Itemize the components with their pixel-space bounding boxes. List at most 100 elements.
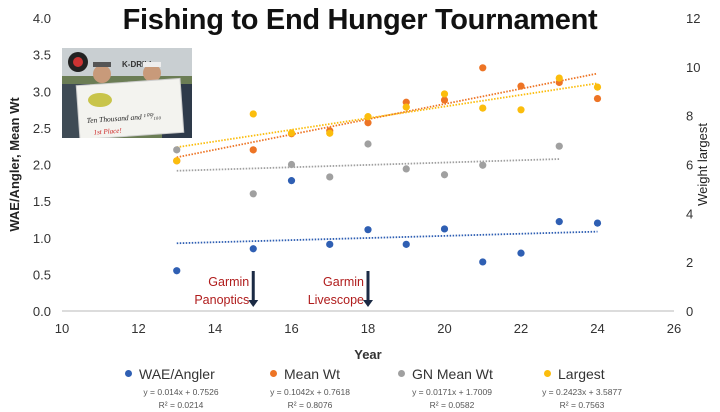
legend-label: GN Mean Wt (412, 366, 493, 382)
annotation-label: Garmin (323, 275, 364, 289)
data-point-wae-angler (249, 245, 257, 253)
trendline-0 (176, 230, 598, 245)
photo-illustration: K-DRILL Ten Thousand and ¹⁰⁰⁄₁₀₀ 1st Pla… (62, 48, 192, 138)
data-point-gn-mean-wt (173, 146, 181, 154)
data-point-wae-angler (593, 219, 602, 227)
legend: WAE/Angler Mean Wt GN Mean Wt Largest (0, 366, 720, 411)
r2-text: R² = 0.0582 (429, 400, 475, 410)
trendline-3 (176, 82, 598, 149)
y-tick-label: 1.5 (33, 194, 51, 209)
trend-equation-gn-mean-wt: y = 0.0171x + 1.7009 R² = 0.0582 (392, 386, 512, 412)
legend-marker (125, 369, 132, 377)
x-tick-label: 20 (437, 321, 451, 336)
equation-text: y = 0.0171x + 1.7009 (412, 387, 492, 397)
data-point-largest (555, 74, 563, 82)
y2-tick-label: 8 (686, 109, 693, 124)
data-point-mean-wt (249, 146, 257, 154)
data-point-gn-mean-wt (287, 160, 296, 169)
data-point-largest (287, 129, 296, 137)
data-point-gn-mean-wt (326, 173, 334, 181)
y2-tick-label: 0 (686, 304, 693, 319)
annotation-label: Panoptics (194, 293, 249, 307)
r2-text: R² = 0.7563 (559, 400, 605, 410)
data-point-largest (249, 110, 257, 118)
x-tick-label: 26 (667, 321, 681, 336)
data-point-gn-mean-wt (249, 190, 257, 198)
data-point-wae-angler (326, 240, 334, 248)
data-point-wae-angler (440, 225, 449, 233)
trendline-2 (176, 158, 560, 172)
arrow-icon (366, 271, 370, 301)
banner-text: K-DRILL (122, 60, 154, 69)
y-tick-label: 3.5 (33, 48, 51, 63)
y-axis-title: WAE/Angler, Mean Wt (7, 97, 22, 232)
y2-tick-label: 12 (686, 11, 700, 26)
trend-equation-mean-wt: y = 0.1042x + 0.7618 R² = 0.8076 (250, 386, 370, 412)
trendline-1 (176, 72, 598, 159)
data-point-largest (364, 113, 372, 121)
x-tick-label: 24 (590, 321, 604, 336)
y-tick-label: 4.0 (33, 11, 51, 26)
trend-equation-largest: y = 0.2423x + 3.5877 R² = 0.7563 (522, 386, 642, 412)
legend-marker (398, 369, 405, 377)
legend-item-gn-mean-wt: GN Mean Wt (398, 366, 493, 382)
place-text: 1st Place! (93, 127, 122, 137)
data-point-gn-mean-wt (555, 142, 563, 150)
y-tick-label: 2.0 (33, 158, 51, 173)
y2-tick-label: 4 (686, 206, 693, 221)
data-point-mean-wt (440, 96, 449, 104)
x-tick-label: 18 (361, 321, 375, 336)
y-tick-label: 3.0 (33, 84, 51, 99)
data-point-largest (440, 90, 449, 98)
arrow-head-icon (248, 300, 259, 307)
annotation-label: Garmin (208, 275, 249, 289)
y-tick-label: 0.0 (33, 304, 51, 319)
y-tick-label: 1.0 (33, 231, 51, 246)
y-tick-label: 2.5 (33, 121, 51, 136)
x-tick-label: 22 (514, 321, 528, 336)
chart-title: Fishing to End Hunger Tournament (122, 4, 598, 36)
data-point-largest (479, 104, 487, 112)
data-point-largest (326, 129, 334, 137)
data-point-largest (402, 103, 410, 111)
x-tick-label: 14 (208, 321, 222, 336)
x-tick-label: 10 (55, 321, 69, 336)
data-point-wae-angler (402, 240, 410, 248)
legend-label: Largest (558, 366, 605, 382)
x-axis-title: Year (354, 347, 381, 362)
legend-marker (270, 369, 277, 377)
arrow-icon (251, 271, 255, 301)
data-point-wae-angler (517, 249, 525, 257)
y2-axis-title: Weight largest (695, 123, 710, 206)
data-point-mean-wt (479, 64, 487, 72)
x-tick-label: 12 (131, 321, 145, 336)
y2-tick-label: 10 (686, 60, 700, 75)
equation-text: y = 0.014x + 0.7526 (143, 387, 219, 397)
legend-item-mean-wt: Mean Wt (270, 366, 340, 382)
data-point-mean-wt (593, 94, 602, 103)
legend-marker (544, 369, 551, 377)
data-point-mean-wt (364, 119, 372, 127)
data-point-wae-angler (479, 258, 487, 266)
legend-label: WAE/Angler (139, 366, 215, 382)
data-point-mean-wt (517, 82, 525, 90)
y2-tick-label: 2 (686, 255, 693, 270)
y2-tick-label: 6 (686, 158, 693, 173)
data-point-largest (517, 106, 525, 114)
equation-text: y = 0.1042x + 0.7618 (270, 387, 350, 397)
r2-text: R² = 0.8076 (287, 400, 333, 410)
data-point-gn-mean-wt (440, 171, 449, 179)
legend-label: Mean Wt (284, 366, 341, 382)
data-point-gn-mean-wt (402, 165, 410, 173)
equation-text: y = 0.2423x + 3.5877 (542, 387, 622, 397)
data-point-gn-mean-wt (364, 140, 372, 148)
arrow-head-icon (363, 300, 373, 307)
annotation-label: Livescope (308, 293, 364, 307)
x-tick-label: 16 (284, 321, 298, 336)
data-point-largest (173, 157, 181, 165)
trend-equation-wae: y = 0.014x + 0.7526 R² = 0.0214 (121, 386, 241, 412)
winners-photo: K-DRILL Ten Thousand and ¹⁰⁰⁄₁₀₀ 1st Pla… (62, 48, 192, 138)
data-point-wae-angler (555, 218, 563, 226)
y-tick-label: 0.5 (33, 267, 51, 282)
